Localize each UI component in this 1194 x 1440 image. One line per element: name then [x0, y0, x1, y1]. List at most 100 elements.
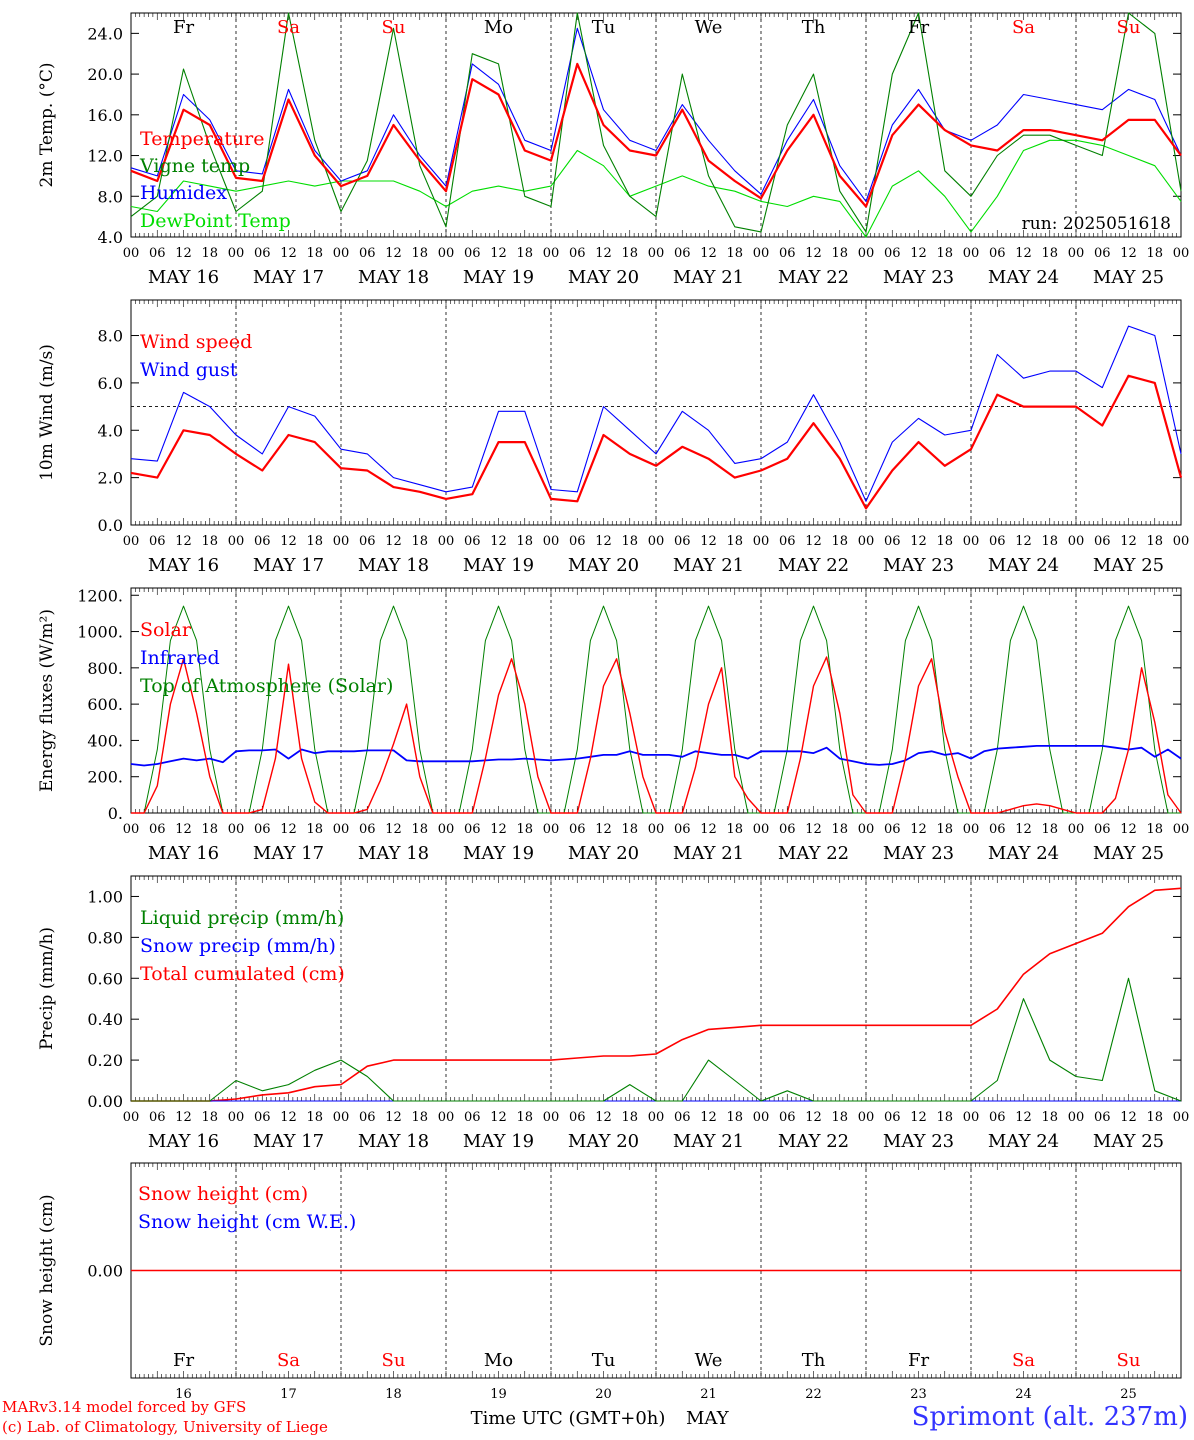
hour-tick-label: 18 [726, 1110, 743, 1125]
date-label: MAY 17 [253, 555, 324, 576]
hour-tick-label: 18 [1146, 534, 1163, 549]
x-axis-title: Time UTC (GMT+0h) [471, 1408, 666, 1429]
date-label: MAY 17 [253, 843, 324, 864]
hour-tick-label: 00 [1173, 246, 1190, 261]
hour-tick-label: 12 [1120, 246, 1137, 261]
hour-tick-label: 12 [490, 822, 507, 837]
hour-tick-label: 18 [621, 246, 638, 261]
legend-entry: Wind gust [140, 359, 238, 381]
hour-tick-label: 06 [884, 534, 901, 549]
hour-tick-label: 18 [1041, 822, 1058, 837]
date-label: MAY 17 [253, 267, 324, 288]
hour-tick-label: 06 [1094, 822, 1111, 837]
y-axis-title: 2m Temp. (°C) [37, 62, 57, 187]
y-tick-label: 8.0 [98, 327, 123, 346]
hour-tick-label: 12 [700, 534, 717, 549]
legend-entry: Snow height (cm) [138, 1183, 308, 1205]
hour-tick-label: 12 [595, 534, 612, 549]
date-label: MAY 18 [358, 843, 429, 864]
hour-tick-label: 00 [1068, 822, 1085, 837]
hour-tick-label: 18 [411, 1110, 428, 1125]
hour-tick-label: 00 [123, 246, 140, 261]
date-label: MAY 25 [1093, 843, 1164, 864]
y-tick-label: 0.00 [87, 1092, 123, 1111]
hour-tick-label: 06 [254, 822, 271, 837]
legend-entry: Top of Atmosphere (Solar) [140, 675, 393, 697]
date-label: MAY 20 [568, 267, 639, 288]
legend-entry: Temperature [140, 128, 264, 150]
hour-tick-label: 06 [989, 822, 1006, 837]
date-label: MAY 16 [148, 1131, 219, 1152]
hour-tick-label: 12 [385, 534, 402, 549]
model-credit: MARv3.14 model forced by GFS [2, 1398, 247, 1416]
date-label: MAY 25 [1093, 555, 1164, 576]
hour-tick-label: 18 [1146, 246, 1163, 261]
day-number-label: 21 [700, 1387, 717, 1402]
date-label: MAY 19 [463, 1131, 534, 1152]
y-tick-label: 0.60 [87, 969, 123, 988]
weekday-label: Fr [908, 17, 929, 38]
hour-tick-label: 18 [831, 822, 848, 837]
date-label: MAY 23 [883, 267, 954, 288]
hour-tick-label: 06 [674, 822, 691, 837]
date-label: MAY 23 [883, 843, 954, 864]
legend-entry: Total cumulated (cm) [140, 963, 345, 985]
hour-tick-label: 18 [1041, 1110, 1058, 1125]
hour-tick-label: 18 [1041, 246, 1058, 261]
hour-tick-label: 12 [910, 534, 927, 549]
hour-tick-label: 00 [1173, 1110, 1190, 1125]
y-tick-label: 1.00 [87, 887, 123, 906]
y-tick-label: 4.0 [98, 421, 123, 440]
day-number-label: 17 [280, 1387, 297, 1402]
hour-tick-label: 12 [595, 822, 612, 837]
hour-tick-label: 00 [963, 822, 980, 837]
hour-tick-label: 18 [621, 822, 638, 837]
hour-tick-label: 18 [411, 246, 428, 261]
hour-tick-label: 00 [648, 822, 665, 837]
date-label: MAY 22 [778, 555, 849, 576]
hour-tick-label: 06 [464, 1110, 481, 1125]
legend-entry: Solar [140, 619, 192, 641]
hour-tick-label: 06 [359, 1110, 376, 1125]
hour-tick-label: 18 [726, 246, 743, 261]
date-label: MAY 25 [1093, 267, 1164, 288]
plot-frame [130, 12, 1182, 238]
hour-tick-label: 06 [1094, 534, 1111, 549]
hour-tick-label: 12 [175, 534, 192, 549]
date-label: MAY 19 [463, 843, 534, 864]
hour-tick-label: 12 [805, 1110, 822, 1125]
day-number-label: 23 [910, 1387, 927, 1402]
hour-tick-label: 00 [1173, 534, 1190, 549]
hour-tick-label: 12 [910, 246, 927, 261]
plot-frame [130, 299, 1182, 526]
y-tick-label: 0.80 [87, 928, 123, 947]
station-name: Sprimont (alt. 237m) [911, 1402, 1188, 1432]
plot-frame [130, 587, 1182, 814]
hour-tick-label: 06 [464, 246, 481, 261]
hour-tick-label: 12 [1120, 534, 1137, 549]
hour-tick-label: 18 [1146, 822, 1163, 837]
hour-tick-label: 18 [831, 1110, 848, 1125]
hour-tick-label: 18 [621, 1110, 638, 1125]
y-axis-title: Precip (mm/h) [37, 927, 57, 1050]
hour-tick-label: 18 [726, 822, 743, 837]
hour-tick-label: 06 [464, 534, 481, 549]
weekday-label: Sa [1012, 17, 1035, 38]
y-tick-label: 16.0 [87, 106, 123, 125]
hour-tick-label: 18 [516, 1110, 533, 1125]
hour-tick-label: 00 [228, 534, 245, 549]
hour-tick-label: 06 [779, 534, 796, 549]
hour-tick-label: 18 [516, 246, 533, 261]
series-line-solar [131, 656, 1182, 814]
date-label: MAY 18 [358, 555, 429, 576]
hour-tick-label: 00 [753, 246, 770, 261]
legend-entry: Humidex [140, 182, 227, 204]
hour-tick-label: 06 [359, 534, 376, 549]
hour-tick-label: 12 [385, 1110, 402, 1125]
hour-tick-label: 12 [175, 1110, 192, 1125]
hour-tick-label: 06 [569, 1110, 586, 1125]
hour-tick-label: 00 [753, 534, 770, 549]
hour-tick-label: 06 [884, 1110, 901, 1125]
weekday-label: Fr [908, 1350, 929, 1371]
hour-tick-label: 06 [674, 1110, 691, 1125]
